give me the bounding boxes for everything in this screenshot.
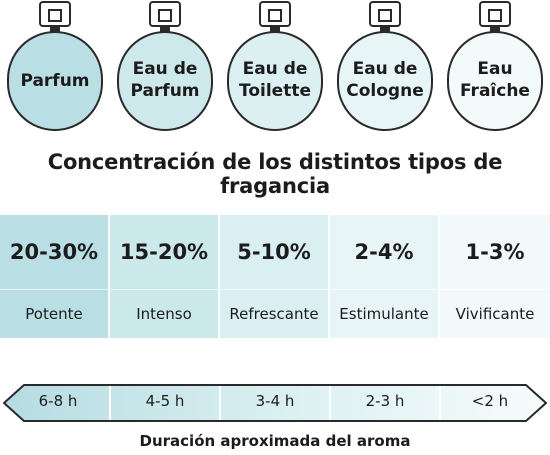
concentration-effect: Vivificante <box>455 305 535 323</box>
cell-divider <box>110 289 218 290</box>
concentration-effect: Intenso <box>136 305 192 323</box>
duration-label: <2 h <box>471 392 509 410</box>
bottle-eau-de-toilette: Eau de Toilette <box>220 0 330 135</box>
duration-label: 2-3 h <box>365 392 405 410</box>
concentration-percent: 1-3% <box>465 240 525 264</box>
concentration-effect: Potente <box>25 305 83 323</box>
duration-label: 3-4 h <box>255 392 295 410</box>
perfume-bottle-icon <box>337 1 433 131</box>
bottle-name-eau-de-toilette: Eau de Toilette <box>239 59 311 101</box>
concentration-column: 1-3% Vivificante <box>440 215 550 338</box>
bottle-eau-de-cologne: Eau de Cologne <box>330 0 440 135</box>
perfume-bottle-icon <box>227 1 323 131</box>
cell-divider <box>220 289 328 290</box>
concentration-title: Concentración de los distintos tipos de … <box>47 150 503 198</box>
duration-label: 4-5 h <box>145 392 185 410</box>
cell-divider <box>440 289 550 290</box>
perfume-bottle-icon <box>7 1 103 131</box>
duration-arrow: 6-8 h 4-5 h 3-4 h 2-3 h <2 h <box>0 383 550 423</box>
bottle-eau-de-parfum: Eau de Parfum <box>110 0 220 135</box>
bottle-name-parfum: Parfum <box>20 71 90 91</box>
bottle-name-eau-de-cologne: Eau de Cologne <box>346 59 424 101</box>
concentration-column: 2-4% Estimulante <box>330 215 438 338</box>
concentration-effect: Estimulante <box>339 305 429 323</box>
concentration-column: 15-20% Intenso <box>110 215 218 338</box>
double-arrow-icon <box>3 384 547 422</box>
bottle-name-eau-fraiche: Eau Fraîche <box>460 59 530 101</box>
concentration-table: 20-30% Potente 15-20% Intenso 5-10% Refr… <box>0 215 550 338</box>
perfume-bottle-icon <box>117 1 213 131</box>
bottle-name-eau-de-parfum: Eau de Parfum <box>130 59 200 101</box>
duration-label: 6-8 h <box>38 392 78 410</box>
cell-divider <box>330 289 438 290</box>
concentration-percent: 20-30% <box>9 240 99 264</box>
bottle-row: Parfum Eau de Parfum Eau de Toilette Eau… <box>0 0 550 135</box>
concentration-percent: 15-20% <box>119 240 209 264</box>
concentration-percent: 2-4% <box>354 240 414 264</box>
concentration-column: 20-30% Potente <box>0 215 108 338</box>
concentration-percent: 5-10% <box>237 240 311 264</box>
cell-divider <box>0 289 108 290</box>
concentration-effect: Refrescante <box>229 305 319 323</box>
bottle-parfum: Parfum <box>0 0 110 135</box>
perfume-bottle-icon <box>447 1 543 131</box>
duration-title: Duración aproximada del aroma <box>139 432 411 450</box>
concentration-column: 5-10% Refrescante <box>220 215 328 338</box>
bottle-eau-fraiche: Eau Fraîche <box>440 0 550 135</box>
